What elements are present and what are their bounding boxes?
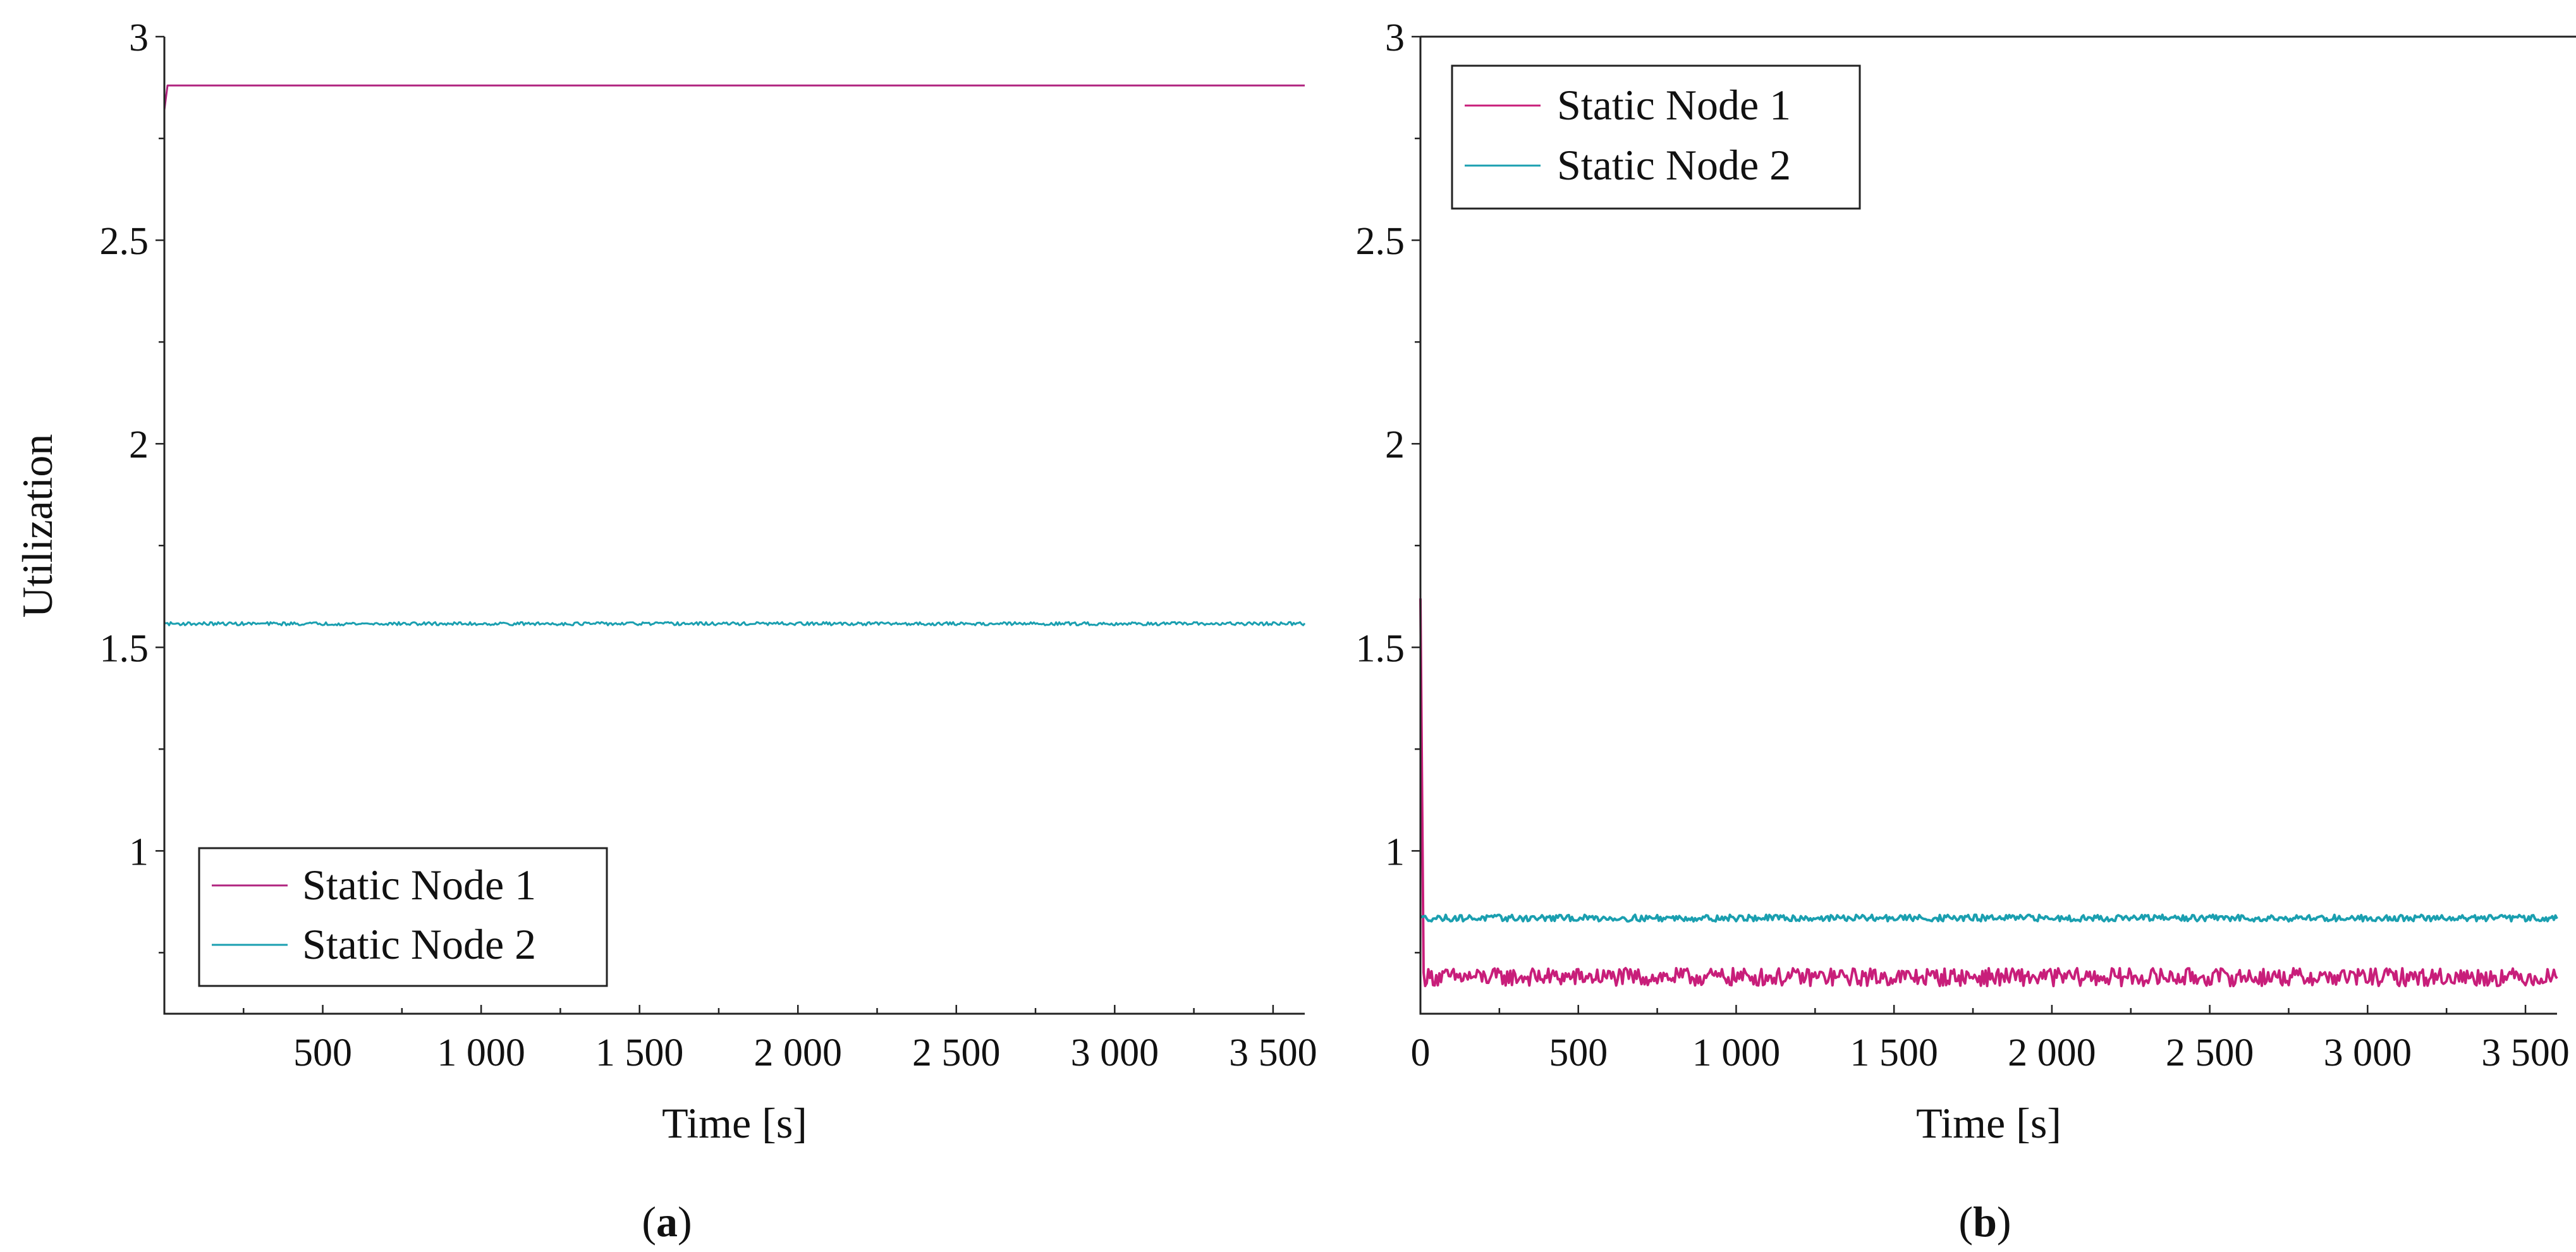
panel-b-y-ticks: 1 1.5 2 2.5 3 [1356,16,1420,954]
panel-a-axis [163,37,1305,1015]
x-tick-label-0: 0 [1411,1031,1431,1074]
series-line-static-node-2 [164,621,1306,626]
series-line-static-node-1 [163,84,1305,111]
series-line-static-node-1 [1419,598,2558,988]
y-tick-label-2: 2 [129,423,149,466]
panel-a-x-axis-title: Time [s] [662,1099,807,1147]
x-tick-label-1-000: 1 000 [1692,1031,1781,1074]
panel-a-chart: 1 1.5 2 2.5 3 500 1 000 1 500 2 000 2 500 3 000 3 … [13,16,1317,1246]
legend-label-static-node-1: Static Node 1 [1557,81,1791,129]
legend-label-static-node-2: Static Node 2 [1557,141,1791,189]
x-tick-label-3-000: 3 000 [1071,1031,1159,1074]
panel-a-x-ticks: 500 1 000 1 500 2 000 2 500 3 000 3 500 [243,1005,1317,1074]
panel-b-chart: 1 1.5 2 2.5 3 0 500 1 000 1 500 2 000 2 500 3 000 3… [1356,16,2576,1246]
x-tick-label-2-000: 2 000 [754,1031,842,1074]
panel-b-caption: (b) [1958,1198,2011,1246]
panel-a-y-ticks: 1 1.5 2 2.5 3 [100,16,164,954]
x-tick-label-3-000: 3 000 [2324,1031,2412,1074]
y-tick-label-2-5: 2.5 [100,220,149,263]
x-tick-label-1-500: 1 500 [595,1031,684,1074]
y-tick-label-1: 1 [1385,830,1405,873]
x-tick-label-2-000: 2 000 [2008,1031,2096,1074]
y-tick-label-3: 3 [129,16,149,59]
panel-a-y-axis-title: Utilization [13,434,61,618]
x-tick-label-3-500: 3 500 [2481,1031,2570,1074]
y-tick-label-1: 1 [129,830,149,873]
panel-a-legend: Static Node 1 Static Node 2 [198,847,608,987]
y-tick-label-3: 3 [1385,16,1405,59]
panel-a-series-group [163,84,1306,626]
x-tick-label-500: 500 [293,1031,352,1074]
panel-a-legend-box [198,847,608,987]
legend-label-static-node-2: Static Node 2 [302,920,536,968]
y-tick-label-1-5: 1.5 [1356,627,1405,670]
panel-b-legend-box [1451,64,1861,210]
panel-a-caption: (a) [642,1198,692,1246]
legend-label-static-node-1: Static Node 1 [302,861,536,909]
x-tick-label-3-500: 3 500 [1229,1031,1317,1074]
x-tick-label-1-500: 1 500 [1850,1031,1938,1074]
panel-b-series-group [1419,598,2558,988]
series-line-static-node-2 [1419,913,2558,923]
x-tick-label-1-000: 1 000 [437,1031,525,1074]
y-tick-label-2-5: 2.5 [1356,220,1405,263]
panel-b-x-axis-title: Time [s] [1916,1099,2061,1147]
y-tick-label-1-5: 1.5 [100,627,149,670]
x-tick-label-2-500: 2 500 [912,1031,1001,1074]
panel-b-x-ticks: 0 500 1 000 1 500 2 000 2 500 3 000 3 500 [1411,1005,2570,1074]
y-tick-label-2: 2 [1385,423,1405,466]
x-tick-label-500: 500 [1549,1031,1608,1074]
x-tick-label-2-500: 2 500 [2166,1031,2254,1074]
panel-b-legend: Static Node 1 Static Node 2 [1451,64,1861,210]
